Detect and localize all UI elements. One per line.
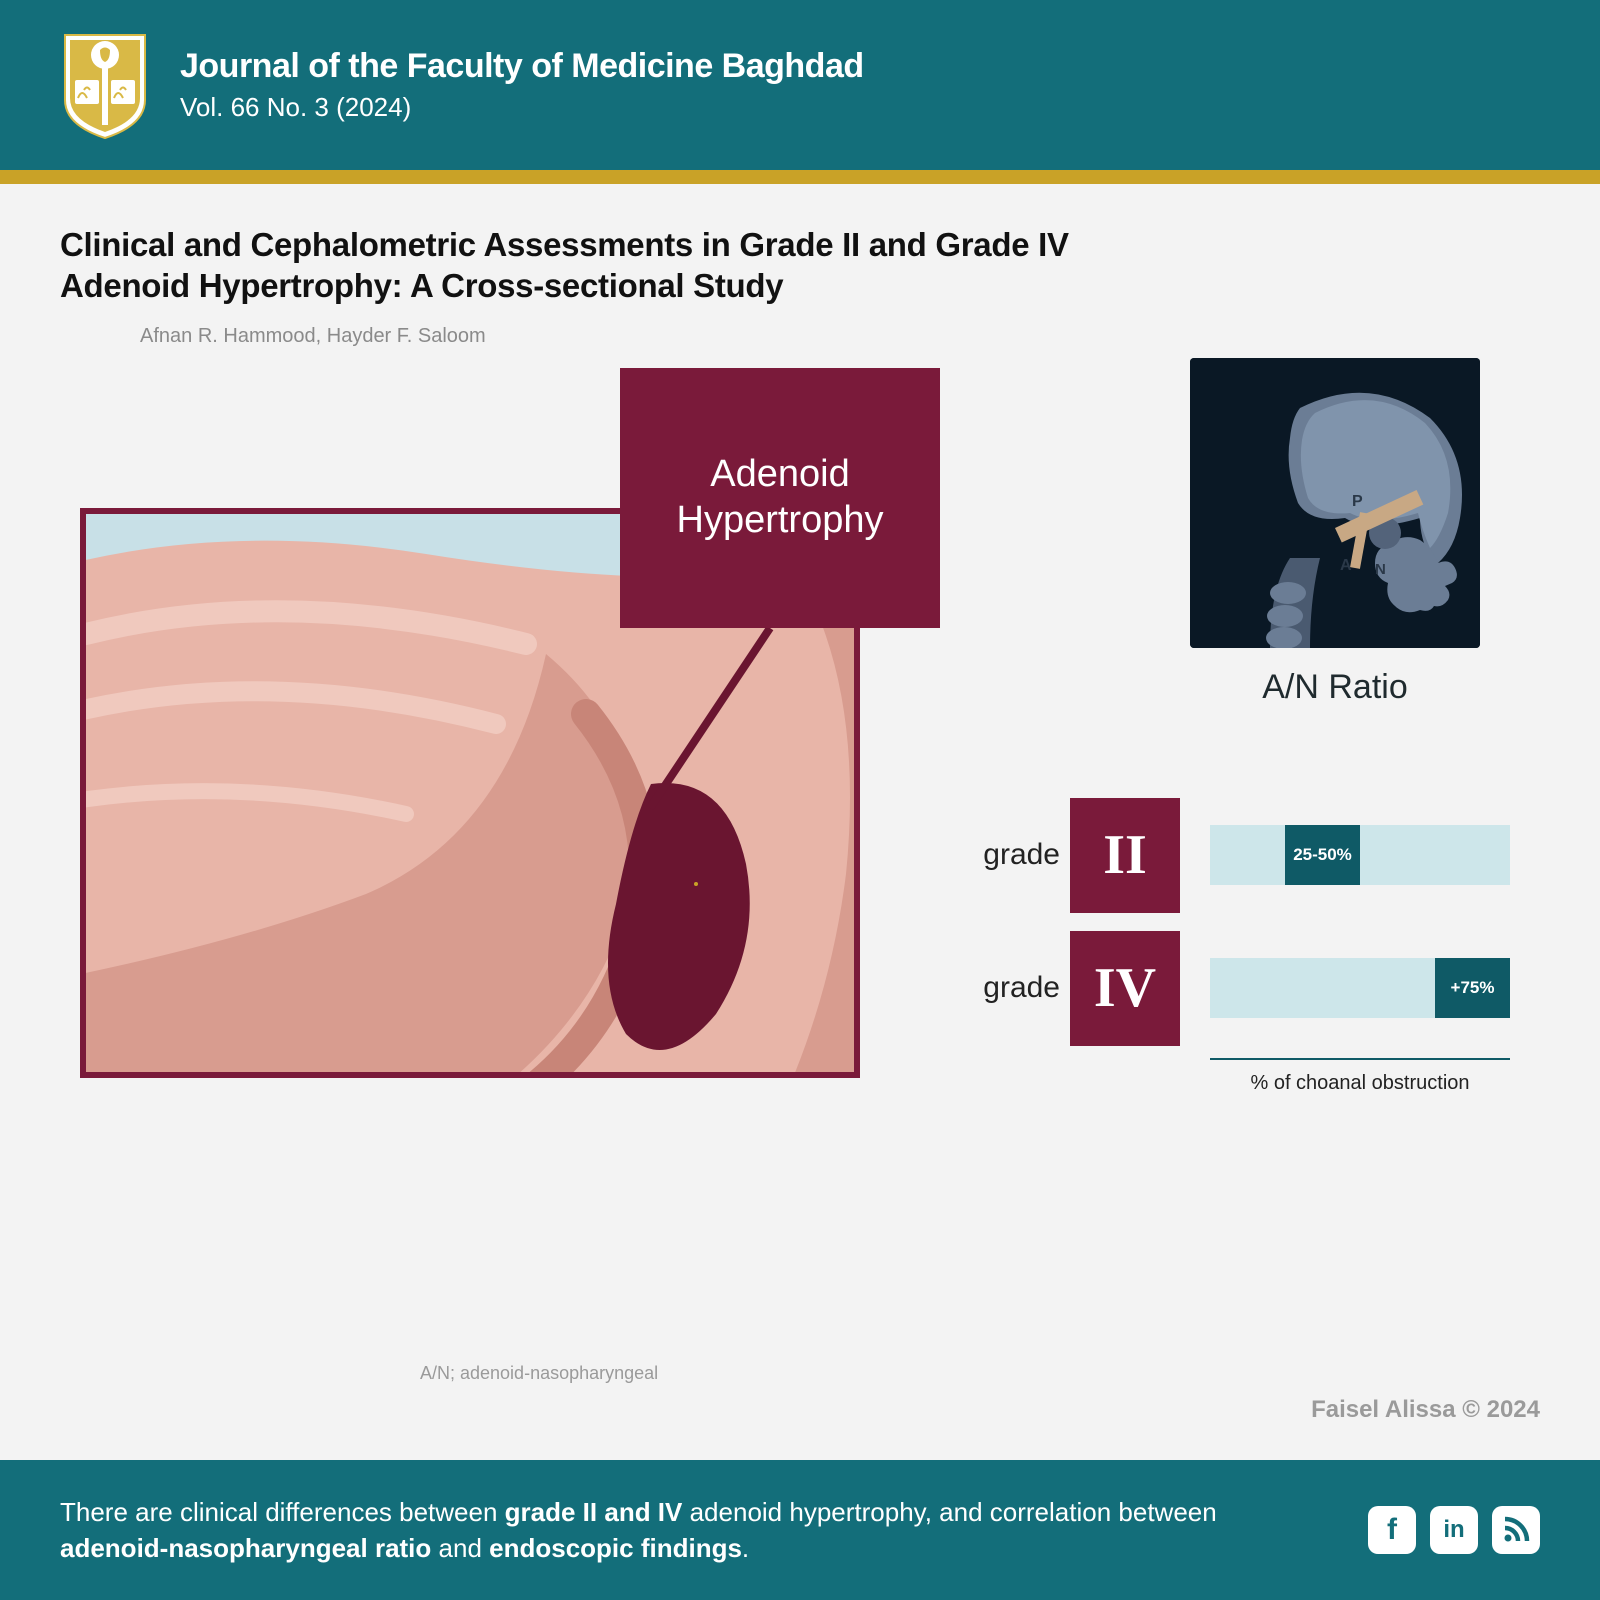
grade-badge-ii: II [1070, 798, 1180, 913]
footer-bar: There are clinical differences between g… [0, 1460, 1600, 1600]
callout-leader-line [630, 618, 790, 818]
an-ratio-title: A/N Ratio [1190, 668, 1480, 707]
grade-word: grade [960, 971, 1070, 1005]
social-icons: f in [1368, 1506, 1540, 1554]
svg-text:A: A [1340, 557, 1352, 574]
journal-crest-icon [60, 30, 150, 140]
bar-label-iv: +75% [1451, 978, 1495, 998]
bar-fill-iv: +75% [1435, 958, 1510, 1018]
facebook-icon[interactable]: f [1368, 1506, 1416, 1554]
linkedin-icon[interactable]: in [1430, 1506, 1478, 1554]
accent-bar [0, 170, 1600, 184]
journal-header: Journal of the Faculty of Medicine Baghd… [0, 0, 1600, 170]
grade-badge-iv: IV [1070, 931, 1180, 1046]
bar-container-ii: 25-50% [1210, 825, 1510, 885]
footer-summary: There are clinical differences between g… [60, 1494, 1260, 1567]
page-root: Journal of the Faculty of Medicine Baghd… [0, 0, 1600, 1600]
journal-name: Journal of the Faculty of Medicine Baghd… [180, 47, 864, 86]
footer-mid: adenoid hypertrophy, and correlation bet… [682, 1497, 1216, 1527]
svg-text:P: P [1352, 493, 1363, 510]
x-axis-label: % of choanal obstruction [1210, 1072, 1510, 1095]
bar-fill-ii: 25-50% [1285, 825, 1360, 885]
header-text-block: Journal of the Faculty of Medicine Baghd… [180, 47, 864, 123]
skull-xray-icon: P A N [1190, 358, 1480, 648]
grade-row-iv: grade IV +75% [960, 931, 1520, 1046]
footer-bold2: adenoid-nasopharyngeal ratio [60, 1533, 431, 1563]
abbreviation-note: A/N; adenoid-nasopharyngeal [420, 1363, 658, 1384]
content-area: Clinical and Cephalometric Assessments i… [0, 184, 1600, 1464]
footer-pre: There are clinical differences between [60, 1497, 505, 1527]
grade-obstruction-chart: grade II 25-50% grade IV +75% [960, 798, 1520, 1095]
svg-text:N: N [1375, 561, 1386, 578]
journal-volume: Vol. 66 No. 3 (2024) [180, 92, 864, 123]
credit-line: Faisel Alissa © 2024 [1311, 1396, 1540, 1424]
article-authors: Afnan R. Hammood, Hayder F. Saloom [140, 325, 1540, 348]
grade-word: grade [960, 838, 1070, 872]
bar-container-iv: +75% [1210, 958, 1510, 1018]
callout-label-box: AdenoidHypertrophy [620, 368, 940, 628]
main-figure-area: AdenoidHypertrophy [60, 378, 1540, 1258]
bar-label-ii: 25-50% [1293, 845, 1352, 865]
footer-bold3: endoscopic findings [489, 1533, 742, 1563]
article-title: Clinical and Cephalometric Assessments i… [60, 224, 1160, 307]
footer-mid2: and [431, 1533, 489, 1563]
footer-end: . [742, 1533, 749, 1563]
callout-text: AdenoidHypertrophy [677, 452, 884, 543]
xray-panel: P A N [1190, 358, 1480, 648]
x-axis-line [1210, 1058, 1510, 1060]
grade-row-ii: grade II 25-50% [960, 798, 1520, 913]
footer-bold1: grade II and IV [505, 1497, 683, 1527]
rss-icon[interactable] [1492, 1506, 1540, 1554]
